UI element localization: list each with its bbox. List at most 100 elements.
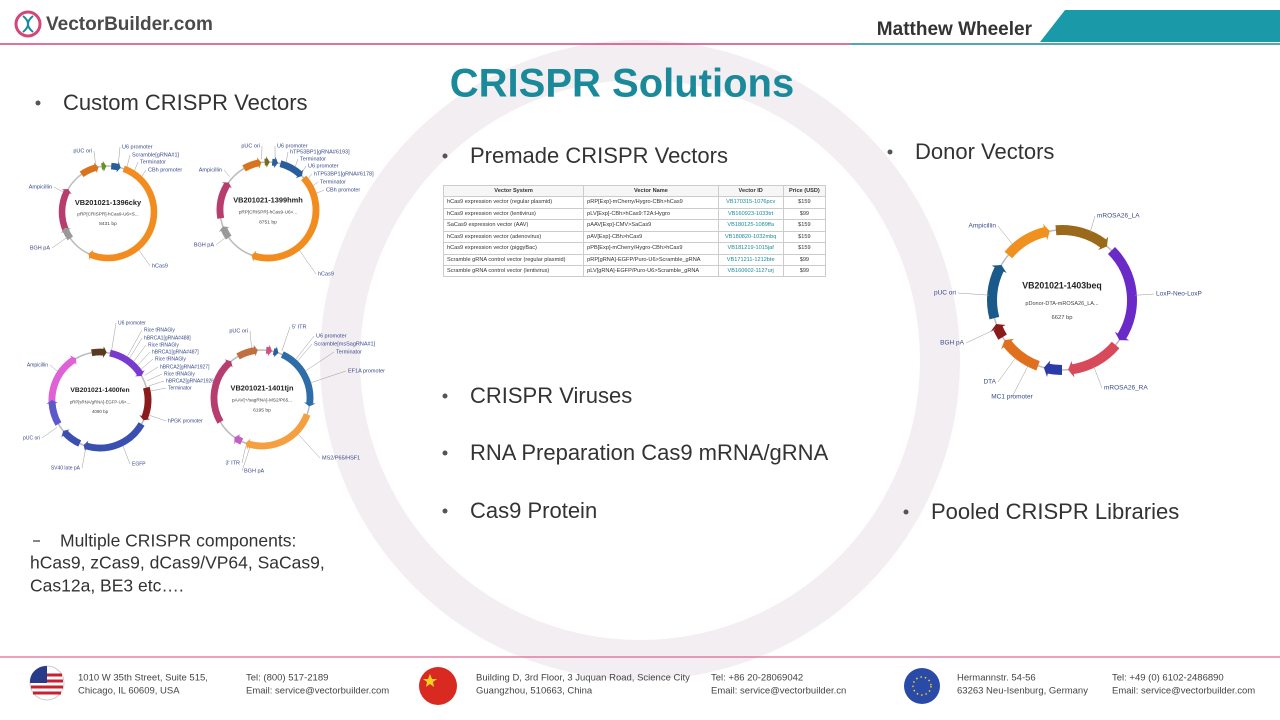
leader-line: [129, 337, 143, 359]
column-header: Vector System: [442, 184, 585, 198]
feature-arc: [1046, 363, 1063, 375]
feature-arc: [279, 160, 303, 177]
feature-arc: [48, 402, 62, 426]
bullet: [35, 100, 41, 106]
leader-line: [997, 225, 1014, 246]
office-tel: Tel: +86 20-28069042: [711, 673, 803, 684]
leader-line: [1093, 365, 1103, 389]
plasmid-description: pAAV[+/sagRNA]-MS2/P65...: [232, 398, 292, 403]
feature-label: MS2/P65/HSF1: [322, 455, 360, 461]
feature-label: 3' ITR: [226, 460, 241, 466]
feature-arc: [1070, 341, 1120, 375]
feature-arrow: [267, 344, 272, 357]
table-cell: pLV[gRNA]-EGFP/Puro-U6>Scramble_gRNA: [583, 264, 719, 278]
leader-line: [294, 158, 299, 167]
table-row: hCas9 expression vector (piggyBac) pPB[Ex…: [442, 242, 827, 255]
feature-label: Rice tRNAGly: [148, 342, 179, 348]
feature-label: hBRCA1[gRNA#487]: [152, 349, 199, 355]
feature-arrow: [266, 156, 270, 168]
table-cell: $159: [782, 242, 827, 255]
bullet-text: CRISPR Viruses: [470, 383, 632, 408]
table-row: hCas9 expression vector (lentivirus) pLV[…: [442, 207, 827, 221]
leader-line: [41, 427, 58, 439]
office-address: Building D, 3rd Floor, 3 Juquan Road, Sc…: [476, 673, 690, 684]
flag-us: [29, 665, 65, 701]
table-cell: pRP[gRNA]-EGFP/Puro-U6>Scramble_gRNA: [583, 253, 719, 266]
table-cell: VB180125-1089ffa: [717, 219, 784, 232]
leader-line: [215, 237, 226, 246]
feature-arc: [109, 349, 144, 376]
feature-arrow: [83, 440, 89, 452]
leader-line: [316, 189, 325, 194]
office-address: 63263 Neu-Isenburg, Germany: [957, 686, 1088, 697]
feature-label: CBh promoter: [148, 167, 182, 173]
feature-arrow: [102, 346, 107, 358]
column-header: Price (USD): [782, 184, 827, 198]
feature-arc: [1002, 339, 1040, 371]
office-tel: Tel: (800) 517-2189: [246, 673, 328, 684]
feature-label: U6 promoter: [316, 333, 347, 339]
table-cell: SaCas9 expression vector (AAV): [442, 219, 585, 232]
plasmid-size: 8431 bp: [99, 221, 117, 227]
feature-arc: [992, 325, 1007, 340]
feature-arrow: [60, 227, 72, 233]
feature-arrow: [1043, 360, 1051, 377]
feature-arc: [141, 386, 152, 420]
table-cell: pAAV[Exp]-CMV>SaCas9: [583, 219, 719, 232]
feature-arrow: [46, 400, 58, 404]
feature-label: LoxP-Neo-LoxP: [1156, 291, 1202, 298]
feature-label: BGH pA: [940, 340, 965, 347]
office-tel: Tel: +49 (0) 6102-2486890: [1112, 673, 1224, 684]
feature-label: hBRCA1[gRNA#488]: [144, 335, 191, 341]
bullet-text: Custom CRISPR Vectors: [63, 90, 308, 115]
table-cell: pLV[Exp]-CBh>hCas9:T2A:Hygro: [583, 207, 719, 221]
table-cell: VB181219-1015jaf: [717, 242, 784, 255]
leader-line: [148, 414, 167, 422]
leader-line: [305, 351, 335, 372]
feature-arrow: [116, 161, 121, 173]
feature-label: EGFP: [132, 461, 146, 467]
note-line: Cas12a, BE3 etc….: [30, 576, 184, 596]
leader-line: [957, 292, 990, 296]
flag-cn: [419, 667, 457, 705]
table-header: Vector System Vector Name Vector ID Price (…: [442, 184, 827, 198]
leader-line: [53, 186, 64, 193]
leader-line: [126, 154, 131, 167]
leader-line: [51, 237, 67, 249]
table-row: hCas9 expression vector (regular plasmid…: [442, 196, 827, 209]
leader-line: [241, 447, 251, 472]
bullet: [442, 450, 448, 456]
feature-arc: [84, 422, 145, 452]
leader-line: [297, 343, 313, 362]
feature-arc: [216, 182, 231, 219]
plasmid-name: VB201021-1399hmh: [233, 195, 303, 204]
leader-line: [281, 326, 291, 352]
plasmid-name: VB201021-1403beq: [1022, 280, 1101, 290]
feature-label: U6 promoter: [122, 144, 153, 150]
flag-eu: [904, 668, 940, 704]
feature-arrow: [1068, 360, 1075, 378]
table-row: SaCas9 expression vector (AAV) pAAV[Exp]-…: [442, 219, 827, 232]
leader-line: [295, 335, 315, 360]
leader-line: [307, 173, 313, 179]
feature-arc: [236, 347, 256, 360]
office-address: Chicago, IL 60609, USA: [78, 686, 180, 697]
leader-line: [137, 351, 151, 366]
feature-label: Terminator: [168, 385, 192, 391]
leader-line: [297, 433, 321, 459]
feature-label: BGH pA: [194, 242, 215, 248]
plasmid-name: VB201021-1401tjn: [231, 383, 294, 392]
background-swirl: [320, 40, 960, 680]
leader-line: [118, 146, 121, 165]
feature-arc: [62, 430, 82, 447]
feature-arc: [220, 227, 232, 240]
feature-label: Rice tRNAGly: [144, 327, 175, 333]
leader-line: [150, 387, 167, 392]
feature-label: Rice tRNAGly: [164, 371, 195, 377]
bullet: [442, 393, 448, 399]
table-cell: hCas9 expression vector (piggyBac): [442, 242, 585, 255]
table-cell: VB160602-1127urj: [717, 264, 784, 278]
note-line: Multiple CRISPR components:: [60, 531, 296, 551]
logo-helix: [22, 15, 34, 33]
